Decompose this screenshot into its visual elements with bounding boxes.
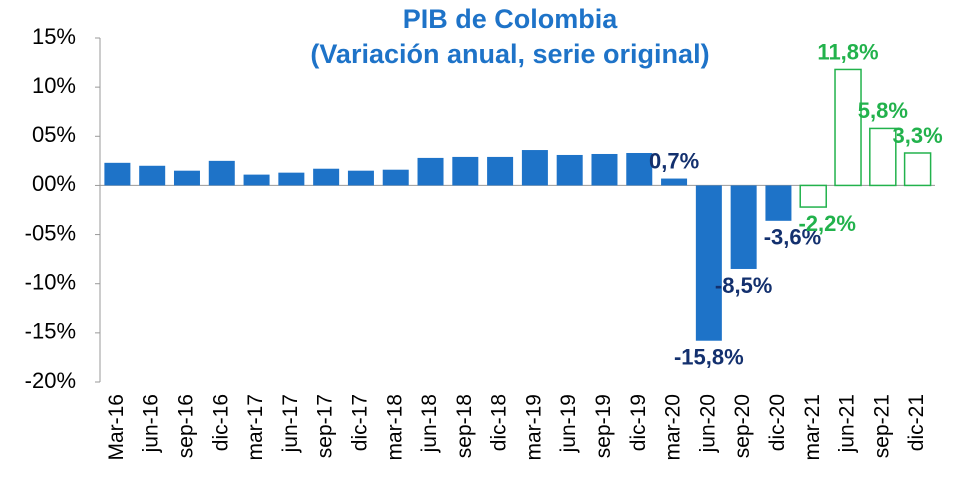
x-tick-label: dic-17 <box>348 394 371 451</box>
data-label: -3,6% <box>764 225 821 250</box>
x-tick-label: sep-21 <box>870 394 893 458</box>
x-tick-label: mar-19 <box>522 394 545 461</box>
bar <box>556 154 583 186</box>
chart-subtitle: (Variación anual, serie original) <box>310 39 709 69</box>
bar <box>591 153 618 186</box>
x-tick-label: jun-19 <box>557 394 580 453</box>
y-tick-label: 15% <box>32 24 76 49</box>
y-tick-label: -20% <box>25 368 76 393</box>
x-tick-label: jun-17 <box>279 394 302 453</box>
bar <box>278 172 305 186</box>
y-tick-label: -15% <box>25 319 76 344</box>
bar <box>452 156 479 186</box>
bar <box>347 170 374 186</box>
x-tick-label: jun-18 <box>418 394 441 453</box>
x-tick-label: jun-21 <box>836 394 859 453</box>
bar <box>626 152 653 186</box>
bar <box>869 127 897 187</box>
bar <box>208 160 235 186</box>
x-tick-label: mar-21 <box>801 394 824 461</box>
data-label: 11,8% <box>817 39 878 64</box>
x-tick-label: jun-20 <box>696 394 719 453</box>
y-tick-label: 05% <box>32 122 76 147</box>
bar <box>139 165 166 186</box>
x-tick-label: Mar-16 <box>105 394 128 461</box>
y-tick-label: -10% <box>25 270 76 295</box>
bar <box>382 169 409 186</box>
chart-title: PIB de Colombia <box>403 4 619 34</box>
x-tick-label: sep-16 <box>175 394 198 458</box>
bar <box>173 170 200 186</box>
y-tick-label: 10% <box>32 73 76 98</box>
bar <box>487 156 514 186</box>
x-tick-label: mar-20 <box>662 394 685 461</box>
x-tick-label: dic-21 <box>905 394 928 451</box>
y-tick-label: -05% <box>25 220 76 245</box>
x-tick-label: dic-16 <box>209 394 232 451</box>
data-label: -15,8% <box>674 345 744 370</box>
x-tick-label: dic-19 <box>627 394 650 451</box>
bar <box>730 185 757 269</box>
data-label: 0,7% <box>649 148 699 173</box>
bar <box>765 185 792 221</box>
x-tick-label: sep-19 <box>592 394 615 458</box>
bar <box>834 68 862 187</box>
x-tick-label: dic-18 <box>488 394 511 451</box>
x-tick-label: sep-17 <box>314 394 337 458</box>
bar <box>521 150 548 186</box>
bar <box>243 174 270 186</box>
data-label: 3,3% <box>893 123 943 148</box>
data-label: -2,2% <box>798 211 855 236</box>
x-tick-label: dic-20 <box>766 394 789 451</box>
x-tick-label: jun-16 <box>140 394 163 453</box>
bar <box>661 178 688 186</box>
bar <box>695 185 722 341</box>
y-tick-label: 00% <box>32 171 76 196</box>
bar <box>104 162 131 186</box>
x-tick-label: mar-17 <box>244 394 267 461</box>
bar <box>903 152 932 187</box>
bar <box>799 184 827 208</box>
bar <box>417 157 444 186</box>
x-tick-label: mar-18 <box>383 394 406 461</box>
data-label: -8,5% <box>715 273 772 298</box>
bar <box>313 168 340 186</box>
data-label: 5,8% <box>858 98 908 123</box>
x-tick-label: sep-18 <box>453 394 476 458</box>
x-tick-label: sep-20 <box>731 394 754 458</box>
